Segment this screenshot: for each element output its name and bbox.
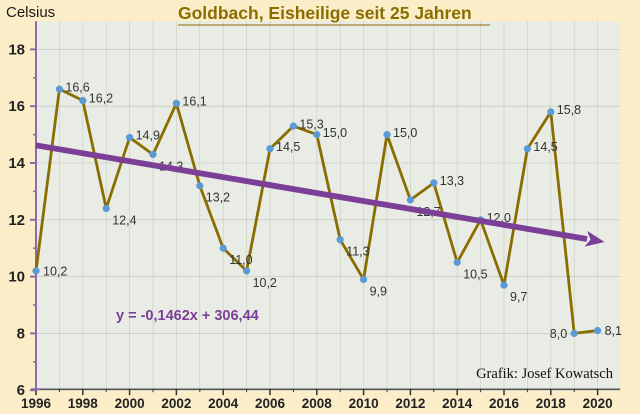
svg-text:10,2: 10,2: [43, 264, 67, 278]
svg-text:8: 8: [17, 325, 25, 342]
svg-text:14: 14: [8, 155, 25, 172]
svg-text:15,0: 15,0: [393, 126, 417, 140]
svg-text:2004: 2004: [208, 396, 239, 411]
svg-text:10: 10: [8, 269, 25, 286]
svg-text:y = -0,1462x + 306,44: y = -0,1462x + 306,44: [116, 308, 259, 324]
svg-text:18: 18: [8, 41, 25, 58]
svg-text:8,0: 8,0: [550, 327, 567, 341]
svg-text:1998: 1998: [68, 396, 99, 411]
svg-text:2016: 2016: [489, 396, 520, 411]
svg-text:2008: 2008: [302, 396, 333, 411]
svg-text:15,3: 15,3: [299, 117, 323, 131]
svg-text:2018: 2018: [536, 396, 567, 411]
svg-text:13,2: 13,2: [206, 191, 230, 205]
svg-text:2006: 2006: [255, 396, 286, 411]
svg-text:11,0: 11,0: [229, 253, 252, 267]
svg-text:2012: 2012: [395, 396, 425, 411]
svg-text:2002: 2002: [161, 396, 191, 411]
svg-text:13,3: 13,3: [440, 174, 464, 188]
svg-text:1996: 1996: [21, 396, 52, 411]
svg-text:2014: 2014: [442, 396, 473, 411]
svg-text:15,0: 15,0: [323, 126, 347, 140]
svg-text:Celsius: Celsius: [6, 4, 55, 21]
svg-text:14,5: 14,5: [533, 140, 557, 154]
svg-text:15,8: 15,8: [557, 103, 581, 117]
svg-text:2010: 2010: [349, 396, 379, 411]
svg-text:14,5: 14,5: [276, 140, 300, 154]
svg-text:12,4: 12,4: [112, 213, 136, 227]
svg-text:11,3: 11,3: [346, 245, 369, 259]
svg-text:16,6: 16,6: [65, 80, 89, 94]
svg-text:14,9: 14,9: [136, 129, 160, 143]
svg-text:16,2: 16,2: [89, 92, 113, 106]
svg-text:10,2: 10,2: [253, 276, 277, 290]
svg-text:16: 16: [8, 98, 25, 115]
svg-text:9,7: 9,7: [510, 290, 527, 304]
svg-text:2020: 2020: [583, 396, 613, 411]
svg-text:10,5: 10,5: [463, 267, 487, 281]
svg-text:2000: 2000: [115, 396, 145, 411]
svg-text:12: 12: [8, 212, 25, 229]
svg-text:8,1: 8,1: [605, 324, 622, 338]
svg-text:9,9: 9,9: [370, 284, 387, 298]
svg-text:16,1: 16,1: [182, 95, 206, 109]
svg-text:Grafik: Josef Kowatsch: Grafik: Josef Kowatsch: [476, 366, 614, 382]
svg-text:Goldbach, Eisheilige seit 25 J: Goldbach, Eisheilige seit 25 Jahren: [178, 3, 472, 23]
